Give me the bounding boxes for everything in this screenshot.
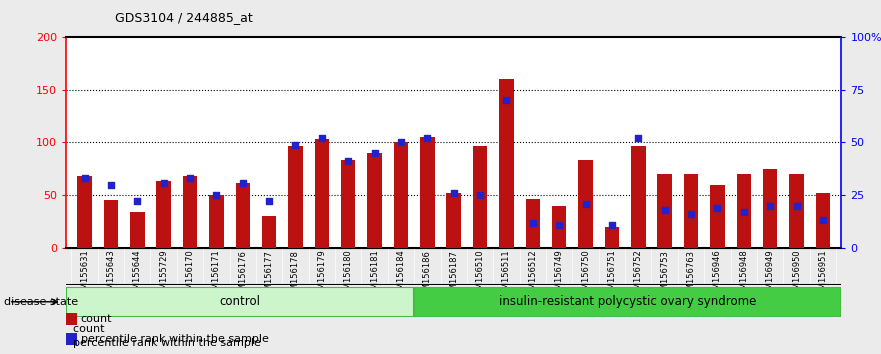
Text: insulin-resistant polycystic ovary syndrome: insulin-resistant polycystic ovary syndr… — [499, 295, 756, 308]
Text: percentile rank within the sample: percentile rank within the sample — [81, 335, 269, 344]
Point — [104, 182, 118, 188]
Point — [367, 150, 381, 156]
Text: GSM155631: GSM155631 — [80, 250, 89, 301]
Point — [236, 180, 250, 185]
Bar — [473, 145, 487, 248]
Bar — [631, 145, 646, 248]
Point — [473, 192, 487, 198]
Text: GSM156749: GSM156749 — [555, 250, 564, 301]
Bar — [500, 79, 514, 248]
Text: disease state: disease state — [4, 297, 78, 307]
Text: GSM156511: GSM156511 — [502, 250, 511, 300]
Bar — [447, 193, 461, 248]
Text: count: count — [66, 324, 105, 334]
Point — [78, 176, 92, 181]
Text: GSM156750: GSM156750 — [581, 250, 590, 301]
Point — [763, 203, 777, 209]
Text: GSM156512: GSM156512 — [529, 250, 537, 300]
Bar — [578, 160, 593, 248]
Point — [130, 199, 144, 204]
Point — [210, 192, 224, 198]
Point — [579, 201, 593, 206]
Point — [552, 222, 566, 228]
Text: GSM156171: GSM156171 — [212, 250, 221, 301]
Text: GSM156510: GSM156510 — [476, 250, 485, 300]
Bar — [130, 212, 144, 248]
Text: count: count — [81, 314, 112, 324]
Bar — [78, 176, 92, 248]
Text: GSM155643: GSM155643 — [107, 250, 115, 301]
Text: GSM156181: GSM156181 — [370, 250, 379, 301]
Bar — [209, 195, 224, 248]
Bar — [262, 216, 277, 248]
Text: GSM155729: GSM155729 — [159, 250, 168, 300]
Point — [605, 222, 619, 228]
Text: GSM156179: GSM156179 — [317, 250, 326, 301]
Text: GSM156753: GSM156753 — [660, 250, 670, 301]
Bar — [66, 287, 413, 317]
Text: GSM156763: GSM156763 — [686, 250, 695, 301]
Text: GSM156948: GSM156948 — [739, 250, 748, 301]
Text: percentile rank within the sample: percentile rank within the sample — [66, 338, 261, 348]
Point — [447, 190, 461, 196]
Point — [789, 203, 803, 209]
Bar — [710, 185, 725, 248]
Bar — [763, 169, 777, 248]
Bar — [66, 333, 77, 346]
Point — [288, 142, 302, 147]
Text: control: control — [219, 295, 261, 308]
Text: GSM156176: GSM156176 — [238, 250, 248, 301]
Bar — [789, 174, 803, 248]
Bar — [684, 174, 699, 248]
Point — [315, 136, 329, 141]
Text: GSM156751: GSM156751 — [607, 250, 617, 301]
Bar — [816, 193, 830, 248]
Bar — [104, 200, 118, 248]
Text: GSM156177: GSM156177 — [264, 250, 274, 301]
Bar — [288, 145, 303, 248]
Text: GSM156180: GSM156180 — [344, 250, 352, 301]
Text: GSM156752: GSM156752 — [633, 250, 643, 301]
Text: GSM156187: GSM156187 — [449, 250, 458, 301]
Bar — [157, 182, 171, 248]
Point — [816, 218, 830, 223]
Bar — [394, 143, 408, 248]
Point — [526, 220, 540, 225]
Point — [420, 136, 434, 141]
Bar — [413, 287, 841, 317]
Text: GSM156184: GSM156184 — [396, 250, 405, 301]
Bar — [235, 183, 250, 248]
Text: GSM156170: GSM156170 — [186, 250, 195, 301]
Point — [632, 136, 646, 141]
Bar — [315, 139, 329, 248]
Point — [657, 207, 671, 213]
Bar — [66, 313, 77, 325]
Text: GSM156949: GSM156949 — [766, 250, 774, 300]
Point — [341, 159, 355, 164]
Bar — [604, 227, 619, 248]
Text: GDS3104 / 244885_at: GDS3104 / 244885_at — [115, 11, 252, 24]
Point — [500, 97, 514, 103]
Text: GSM155644: GSM155644 — [133, 250, 142, 300]
Point — [183, 176, 197, 181]
Bar — [182, 176, 197, 248]
Point — [157, 180, 171, 185]
Text: GSM156946: GSM156946 — [713, 250, 722, 301]
Point — [684, 211, 698, 217]
Point — [737, 209, 751, 215]
Bar — [552, 206, 566, 248]
Text: GSM156951: GSM156951 — [818, 250, 827, 300]
Text: GSM156178: GSM156178 — [291, 250, 300, 301]
Point — [262, 199, 276, 204]
Point — [394, 140, 408, 145]
Bar — [737, 174, 751, 248]
Bar — [657, 174, 672, 248]
Point — [710, 205, 724, 211]
Text: GSM156186: GSM156186 — [423, 250, 432, 301]
Bar — [420, 137, 434, 248]
Text: GSM156950: GSM156950 — [792, 250, 801, 300]
Bar — [367, 153, 381, 248]
Bar — [526, 199, 540, 248]
Bar — [341, 160, 356, 248]
